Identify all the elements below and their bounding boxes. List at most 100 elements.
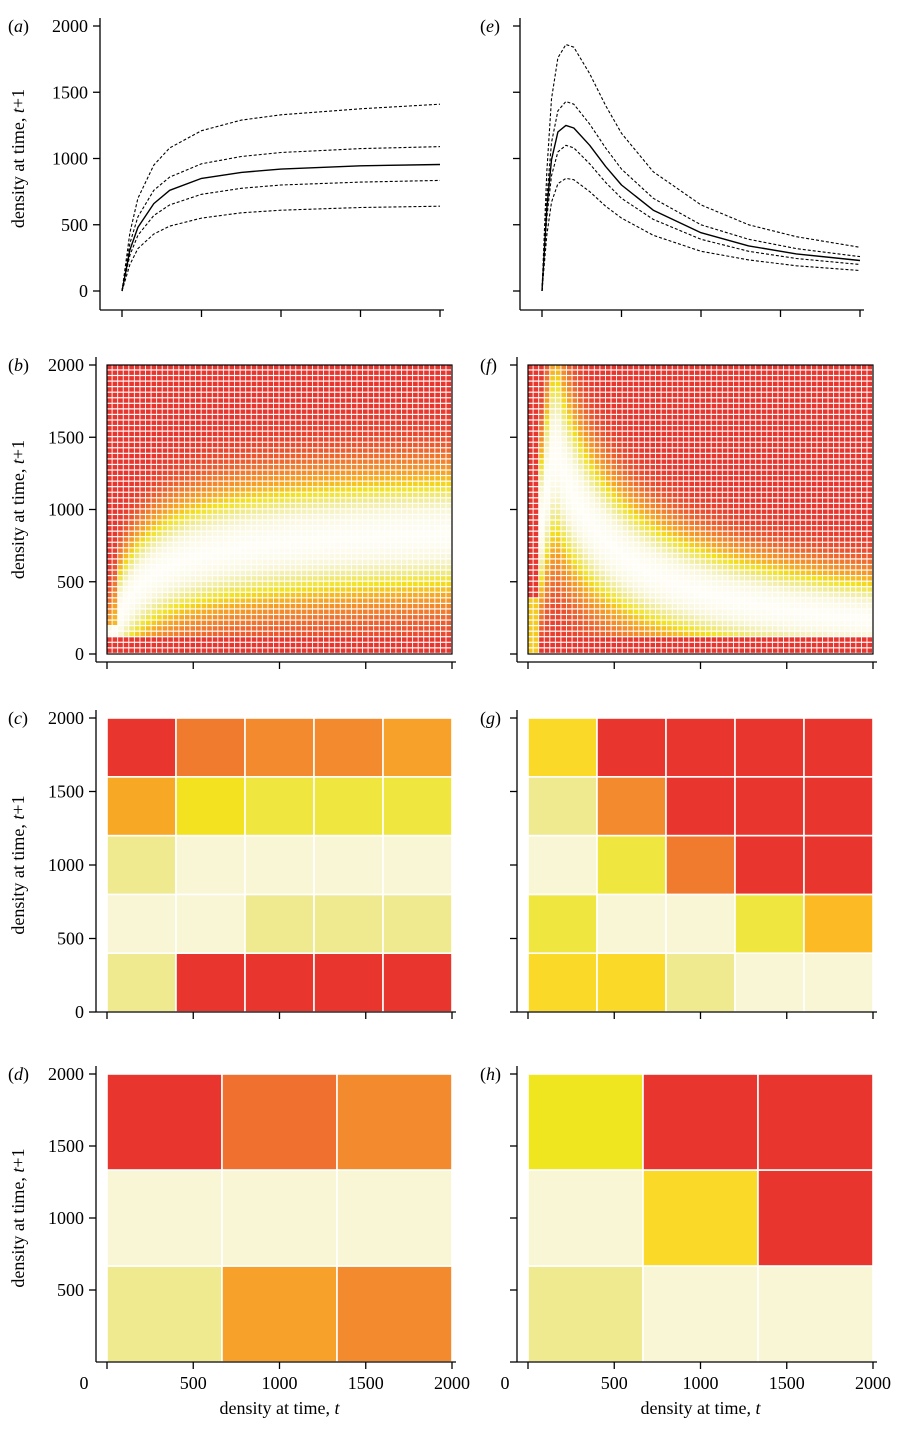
heat-cell xyxy=(583,437,589,442)
heat-cell xyxy=(605,587,611,592)
heat-cell xyxy=(418,409,424,414)
panel-f: (f) xyxy=(480,355,877,669)
heat-cell xyxy=(706,642,711,648)
heat-cell xyxy=(324,542,329,548)
heat-cell xyxy=(401,598,407,603)
heat-cell xyxy=(589,459,594,464)
heat-cell xyxy=(312,592,318,598)
heat-cell xyxy=(446,431,452,437)
heat-cell xyxy=(655,592,661,598)
heat-cell xyxy=(134,631,140,637)
heat-cell xyxy=(168,470,173,475)
heat-cell xyxy=(435,631,440,637)
heat-cell xyxy=(605,581,611,587)
heat-cell xyxy=(173,376,179,381)
heat-cell xyxy=(550,603,555,609)
heat-cell xyxy=(578,531,583,537)
heat-cell xyxy=(107,476,112,481)
heat-cell xyxy=(318,553,324,559)
heat-cell xyxy=(446,498,452,503)
heat-cell xyxy=(107,648,112,653)
heat-cell xyxy=(107,548,112,553)
heat-cell xyxy=(351,637,357,642)
heat-cell xyxy=(140,476,146,481)
heat-cell xyxy=(240,387,246,392)
heat-cell xyxy=(351,626,357,631)
heat-cell xyxy=(207,431,212,437)
heat-cell xyxy=(605,598,611,603)
heat-cell xyxy=(611,520,617,525)
heat-cell xyxy=(667,470,672,475)
heat-cell xyxy=(639,392,644,398)
heat-cell xyxy=(622,370,628,375)
heat-cell xyxy=(374,415,379,420)
heat-cell xyxy=(544,476,550,481)
heat-cell xyxy=(123,565,129,570)
heat-cell xyxy=(268,376,274,381)
heat-cell xyxy=(318,365,324,370)
heat-cell xyxy=(628,481,633,487)
heat-cell xyxy=(212,581,218,587)
heat-cell xyxy=(435,403,440,409)
heat-cell xyxy=(273,442,279,448)
heat-cell xyxy=(689,565,695,570)
heat-cell xyxy=(379,376,385,381)
heat-cell xyxy=(683,620,689,626)
heat-cell xyxy=(329,392,335,398)
heat-cell xyxy=(628,387,633,392)
heat-cell xyxy=(229,570,235,575)
heat-cell xyxy=(324,515,329,520)
heat-cell xyxy=(368,565,374,570)
heat-cell xyxy=(572,620,578,626)
heat-cell xyxy=(544,587,550,592)
heat-cell xyxy=(307,442,312,448)
heat-cell xyxy=(622,626,628,631)
heat-cell xyxy=(162,603,168,609)
heat-cell xyxy=(572,365,578,370)
heat-cell xyxy=(683,592,689,598)
heat-cell xyxy=(706,587,711,592)
heat-cell xyxy=(157,615,162,620)
heat-cell xyxy=(435,392,440,398)
heat-cell xyxy=(324,437,329,442)
heat-cell xyxy=(324,387,329,392)
heat-cell xyxy=(329,520,335,525)
heat-cell xyxy=(351,531,357,537)
heat-cell xyxy=(424,531,429,537)
heat-cell xyxy=(234,537,240,542)
heat-cell xyxy=(251,387,257,392)
heat-cell xyxy=(234,620,240,626)
heat-cell xyxy=(190,509,196,514)
heat-cell xyxy=(118,448,123,453)
heat-cell xyxy=(435,376,440,381)
heat-cell xyxy=(379,515,385,520)
heat-cell xyxy=(268,470,274,475)
heat-cell xyxy=(134,598,140,603)
heat-cell xyxy=(633,542,639,548)
heat-cell xyxy=(661,509,667,514)
heat-cell xyxy=(112,553,118,559)
heat-cell xyxy=(123,515,129,520)
heat-cell xyxy=(644,453,650,459)
heat-cell xyxy=(229,420,235,425)
heat-cell xyxy=(162,553,168,559)
heat-cell xyxy=(162,548,168,553)
heat-cell xyxy=(318,526,324,531)
heat-cell xyxy=(644,537,650,542)
heat-cell xyxy=(184,531,190,537)
heat-cell xyxy=(429,637,435,642)
heat-cell xyxy=(561,509,567,514)
heat-cell xyxy=(229,453,235,459)
heat-cell xyxy=(162,609,168,614)
heat-cell xyxy=(290,581,296,587)
heat-cell xyxy=(123,392,129,398)
heat-cell xyxy=(374,520,379,525)
heat-cell xyxy=(118,537,123,542)
heat-cell xyxy=(196,398,201,403)
heat-cell xyxy=(407,576,413,581)
heat-cell xyxy=(700,526,706,531)
heat-cell xyxy=(683,448,689,453)
heat-cell xyxy=(234,631,240,637)
heat-cell xyxy=(667,598,672,603)
heat-cell xyxy=(672,559,678,564)
